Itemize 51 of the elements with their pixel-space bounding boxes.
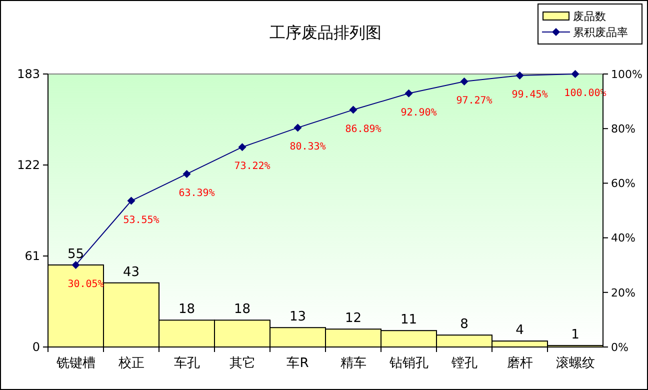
y2-tick-label: 100% (611, 68, 642, 81)
point (294, 124, 302, 132)
data-label: 8 (460, 317, 468, 332)
point (72, 260, 80, 269)
y-tick-label: 0 (32, 340, 40, 354)
point (238, 143, 246, 152)
x-tick-label: 钻销孔 (388, 356, 428, 371)
chart-title: 工序废品排列图 (270, 23, 382, 42)
data-label: 73.22% (234, 161, 270, 172)
x-tick-label: 车R (286, 356, 309, 371)
y-tick-label: 122 (17, 158, 40, 172)
x-tick-label: 铣键槽 (55, 356, 96, 371)
y2-tick-label: 60% (611, 177, 636, 190)
data-label: 11 (400, 312, 418, 328)
y2-tick-label: 20% (611, 286, 636, 300)
x-tick-label: 滚螺纹 (556, 356, 595, 371)
data-label: 97.27% (456, 95, 492, 106)
y-tick-label: 61 (24, 249, 40, 264)
x-tick-label: 精车 (340, 356, 366, 371)
data-label: 18 (178, 302, 196, 318)
data-label: 1 (571, 328, 580, 343)
data-label: 86.89% (345, 124, 382, 135)
legend-label: 废品数 (573, 10, 606, 23)
data-label: 18 (234, 302, 251, 318)
data-label: 12 (344, 311, 362, 326)
point (182, 170, 191, 178)
point (127, 196, 136, 205)
point (349, 106, 358, 114)
data-label: 99.45% (512, 90, 548, 100)
y-tick-label: 183 (17, 67, 40, 82)
data-label: 92.90% (400, 107, 437, 118)
x-tick-label: 车孔 (174, 356, 200, 371)
data-label: 80.33% (290, 142, 326, 153)
y2-tick-label: 40% (611, 232, 636, 245)
x-tick-label: 磨杆 (506, 356, 533, 371)
data-label: 53.55% (123, 214, 160, 226)
data-label: 43 (122, 264, 140, 280)
data-label: 4 (516, 323, 524, 338)
point (404, 89, 413, 98)
data-label: 55 (67, 246, 84, 262)
legend-label: 累积废品率 (573, 26, 628, 39)
data-label: 13 (289, 310, 306, 325)
y2-tick-label: 0% (611, 340, 628, 354)
x-tick-label: 其它 (229, 355, 256, 371)
point (571, 70, 580, 78)
point (460, 77, 468, 86)
data-label: 63.39% (178, 188, 215, 199)
x-tick-label: 镗孔 (450, 356, 478, 371)
point (516, 72, 524, 80)
x-tick-label: 校正 (117, 356, 144, 371)
y2-tick-label: 80% (611, 122, 636, 136)
